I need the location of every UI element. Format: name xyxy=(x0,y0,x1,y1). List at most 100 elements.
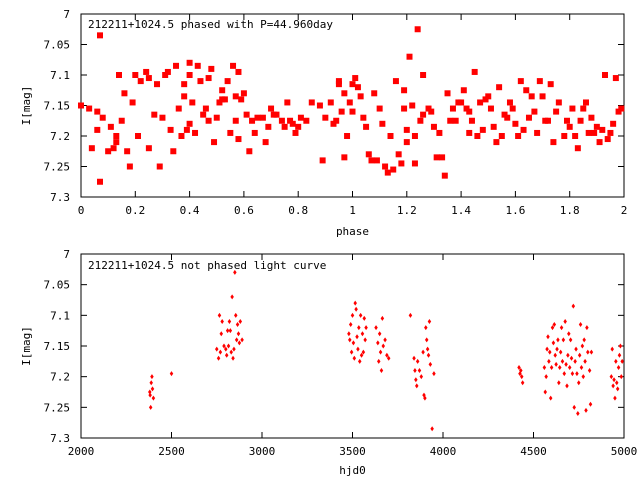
top-data-point xyxy=(384,169,391,176)
top-data-point xyxy=(523,87,530,94)
top-data-point xyxy=(368,157,375,164)
bottom-data-point xyxy=(348,337,352,343)
bottom-data-point xyxy=(148,404,153,410)
bottom-x-tick-label: 4500 xyxy=(520,445,547,458)
top-data-point xyxy=(365,151,372,158)
top-x-axis-label: phase xyxy=(336,225,369,238)
top-data-point xyxy=(181,93,188,100)
bottom-data-point xyxy=(558,349,563,355)
top-data-point xyxy=(116,72,123,78)
top-data-point xyxy=(395,151,402,158)
bottom-data-point xyxy=(236,331,241,337)
bottom-data-point xyxy=(349,349,354,355)
bottom-data-point xyxy=(562,371,567,377)
bottom-data-point xyxy=(224,346,228,352)
top-data-point xyxy=(289,120,296,127)
bottom-data-point xyxy=(414,377,418,383)
top-data-point xyxy=(232,93,239,100)
top-data-point xyxy=(292,129,299,136)
top-data-point xyxy=(390,166,397,173)
top-data-point xyxy=(398,160,405,167)
bottom-data-point xyxy=(615,380,619,386)
top-data-point xyxy=(506,99,513,106)
bottom-data-point xyxy=(563,318,567,324)
top-data-point xyxy=(186,120,193,127)
bottom-data-point xyxy=(613,395,617,401)
bottom-data-point xyxy=(232,346,236,352)
top-data-point xyxy=(490,123,497,130)
bottom-data-point xyxy=(363,337,367,343)
top-data-point xyxy=(411,133,418,139)
top-x-tick-label: 1 xyxy=(349,204,356,217)
top-x-tick-label: 0.4 xyxy=(180,204,200,217)
bottom-data-point xyxy=(555,346,559,352)
top-data-point xyxy=(192,129,199,136)
top-y-tick-label: 7.1 xyxy=(50,69,70,82)
top-data-point xyxy=(281,123,288,130)
top-y-tick-label: 7.15 xyxy=(44,100,71,113)
bottom-data-point xyxy=(169,371,174,377)
top-data-point xyxy=(341,90,348,97)
top-data-point xyxy=(561,133,568,139)
bottom-data-point xyxy=(354,306,358,312)
bottom-data-point xyxy=(619,374,624,380)
top-data-point xyxy=(382,163,389,170)
top-data-point xyxy=(181,81,188,88)
bottom-data-point xyxy=(545,346,549,352)
top-data-point xyxy=(132,72,139,78)
top-data-point xyxy=(118,117,125,124)
bottom-data-point xyxy=(425,346,430,352)
top-data-point xyxy=(349,81,356,88)
top-data-point xyxy=(97,178,104,185)
bottom-data-point xyxy=(550,325,555,331)
bottom-chart-title: 212211+1024.5 not phased light curve xyxy=(88,259,326,272)
bottom-data-point xyxy=(217,312,222,318)
bottom-data-point xyxy=(610,346,614,352)
top-data-point xyxy=(493,139,500,146)
bottom-data-point xyxy=(548,349,552,355)
bottom-data-point xyxy=(553,352,557,358)
bottom-data-point xyxy=(238,318,243,324)
top-data-point xyxy=(417,117,424,124)
top-data-point xyxy=(477,99,484,106)
bottom-data-point xyxy=(559,325,564,331)
top-data-point xyxy=(213,114,220,121)
top-data-point xyxy=(574,145,581,152)
top-data-point xyxy=(414,26,421,33)
top-data-point xyxy=(553,108,560,115)
top-data-point xyxy=(352,75,359,82)
bottom-data-point xyxy=(620,358,624,364)
top-data-point xyxy=(531,108,538,115)
top-y-tick-label: 7.05 xyxy=(44,39,71,52)
top-data-point xyxy=(113,133,120,139)
bottom-data-point xyxy=(575,371,579,377)
top-y-axis-label: I[mag] xyxy=(20,86,33,126)
bottom-data-point xyxy=(385,352,389,358)
bottom-y-tick-label: 7.1 xyxy=(50,309,70,322)
top-data-point xyxy=(373,157,380,164)
top-data-point xyxy=(534,129,541,136)
top-data-point xyxy=(246,148,253,155)
top-data-point xyxy=(227,129,234,136)
top-chart: 0 0.2 0.4 0.6 0.8 1 1.2 1.4 1.6 1.8 2 7 7.05 7.1 7.15 7… xyxy=(20,8,627,238)
bottom-y-tick-label: 7.05 xyxy=(44,279,71,292)
top-data-point xyxy=(183,126,190,133)
bottom-data-point xyxy=(150,386,155,392)
top-data-point xyxy=(151,111,158,118)
top-data-point xyxy=(145,75,152,82)
bottom-data-point xyxy=(149,380,153,386)
bottom-data-point xyxy=(567,331,571,337)
top-data-point xyxy=(235,68,242,75)
bottom-data-point xyxy=(224,352,229,358)
top-data-point xyxy=(126,163,133,170)
bottom-data-point xyxy=(428,361,433,367)
top-data-point xyxy=(243,111,250,118)
top-data-point xyxy=(297,114,304,121)
top-x-tick-label: 0 xyxy=(78,204,85,217)
top-data-point xyxy=(403,139,410,146)
top-data-point xyxy=(544,117,551,124)
top-data-point xyxy=(235,136,242,143)
bottom-data-point xyxy=(378,349,383,355)
top-x-tick-label: 0.8 xyxy=(288,204,308,217)
